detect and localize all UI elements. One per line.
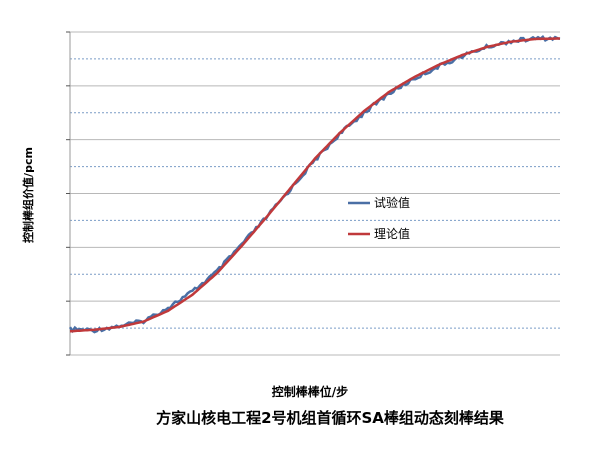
chart-title: 方家山核电工程2号机组首循环SA棒组动态刻棒结果	[156, 409, 505, 427]
series-line-theoretical	[69, 37, 560, 333]
x-axis-label: 控制棒棒位/步	[272, 384, 348, 399]
legend-label-experimental: 试验值	[374, 195, 410, 210]
legend: 试验值 理论值	[348, 195, 410, 241]
series-line-experimental	[68, 34, 561, 334]
legend-label-theoretical: 理论值	[374, 226, 410, 241]
y-axis-label: 控制棒组价值/pcm	[21, 147, 35, 243]
y-ticks	[66, 31, 70, 356]
gridlines	[70, 31, 560, 356]
